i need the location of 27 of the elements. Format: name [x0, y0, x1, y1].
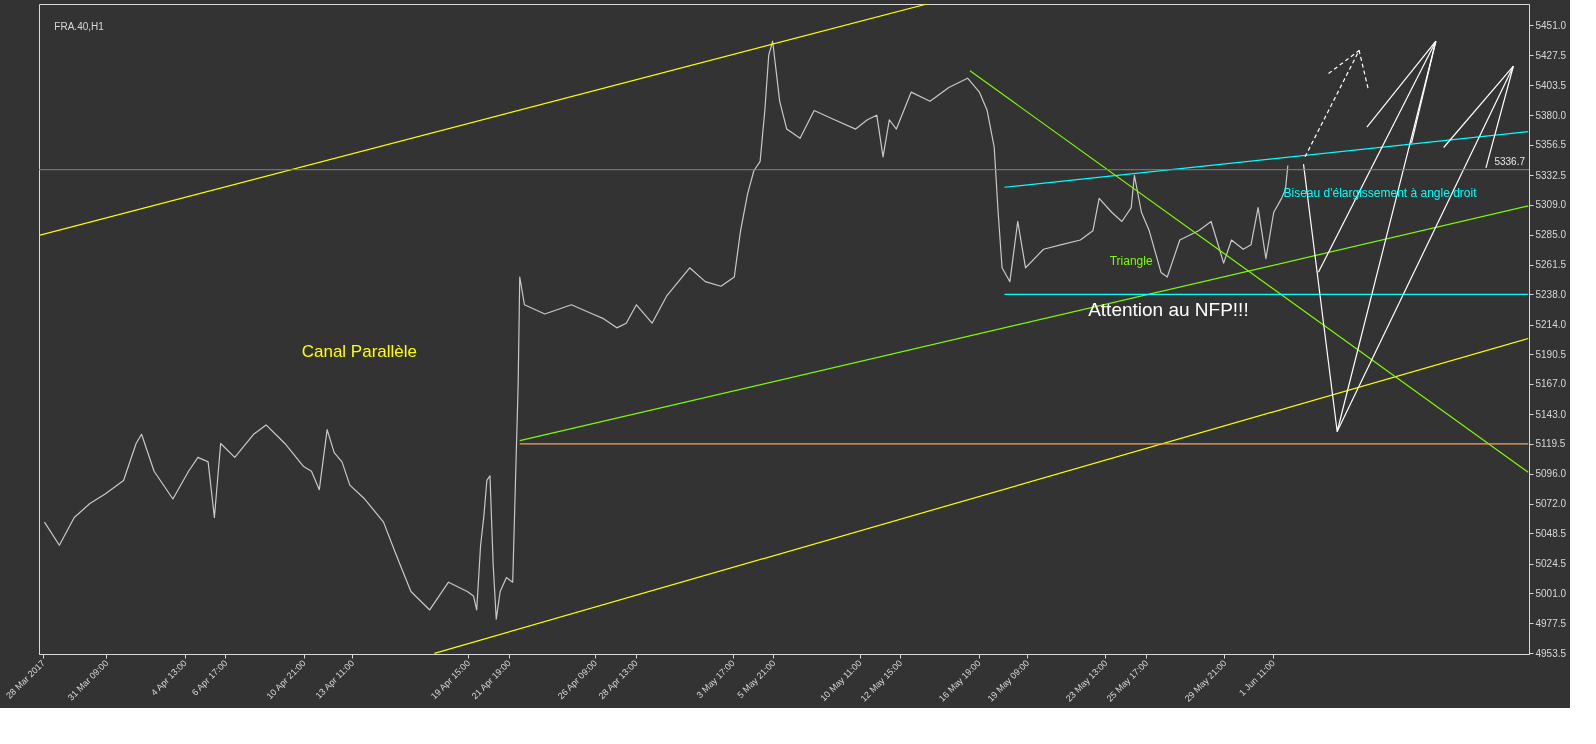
y-tick-label: 5072.0: [1535, 498, 1567, 510]
annotation: Canal Parallèle: [301, 341, 417, 361]
annotation: Triangle: [1109, 253, 1153, 268]
y-tick-label: 5427.5: [1535, 49, 1567, 61]
y-tick-label: 5096.0: [1535, 468, 1567, 480]
y-tick-label: 5048.5: [1535, 527, 1567, 539]
y-tick-label: 5143.0: [1535, 408, 1567, 420]
y-tick-label: 5119.5: [1535, 438, 1566, 450]
y-tick-label: 5214.0: [1535, 319, 1567, 331]
y-tick-label: 4977.5: [1535, 617, 1567, 629]
y-tick-label: 5238.0: [1535, 288, 1567, 300]
y-tick-label: 5403.5: [1535, 79, 1567, 91]
y-tick-label: 5309.0: [1535, 199, 1567, 211]
y-tick-label: 5024.5: [1535, 558, 1567, 570]
y-tick-label: 5332.5: [1535, 169, 1567, 181]
y-tick-label: 5285.0: [1535, 229, 1567, 241]
annotation: Attention au NFP!!!: [1088, 298, 1249, 320]
y-tick-label: 5190.5: [1535, 348, 1567, 360]
y-tick-label: 5261.5: [1535, 259, 1567, 271]
ref-line-label: 5336.7: [1494, 155, 1526, 167]
y-tick-label: 5167.0: [1535, 378, 1567, 390]
y-tick-label: 5356.5: [1535, 139, 1567, 151]
text: FRA.40,H1: [54, 21, 105, 32]
y-tick-label: 5451.0: [1535, 19, 1567, 31]
y-tick-label: 5380.0: [1535, 109, 1567, 121]
y-tick-label: 4953.5: [1535, 647, 1567, 659]
y-tick-label: 5001.0: [1535, 587, 1567, 599]
